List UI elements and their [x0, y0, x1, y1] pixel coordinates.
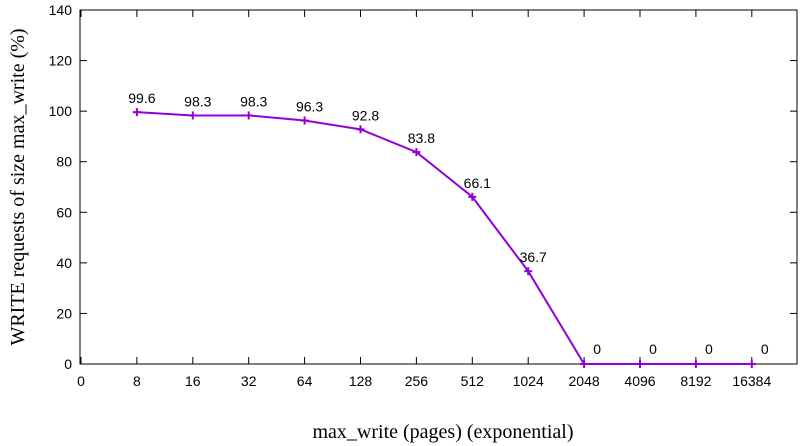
x-tick-label: 4096 [624, 373, 655, 389]
data-label: 66.1 [464, 175, 491, 191]
y-tick-label: 60 [56, 204, 72, 220]
x-axis-ticks: 0 8 16 32 64 128 256 512 1024 2048 4096 8192 16384 [77, 10, 771, 389]
y-tick-label: 0 [64, 356, 72, 372]
data-labels: 99.6 98.3 98.3 96.3 92.8 83.8 66.1 36.7 0 0 0 0 [128, 90, 769, 357]
plot-frame [79, 9, 798, 365]
x-tick-label: 16 [185, 373, 201, 389]
data-point [188, 111, 197, 120]
x-tick-label: 512 [461, 373, 485, 389]
x-tick-label: 2048 [569, 373, 600, 389]
data-point [244, 111, 253, 120]
x-tick-label: 32 [241, 373, 257, 389]
x-tick-label: 128 [349, 373, 373, 389]
data-point [747, 360, 756, 368]
data-label: 0 [649, 341, 657, 357]
y-tick-label: 140 [49, 2, 73, 18]
x-tick-label: 8192 [680, 373, 711, 389]
data-point [132, 108, 141, 117]
data-point [412, 148, 421, 157]
x-tick-label: 8 [133, 373, 141, 389]
data-point [356, 125, 365, 134]
data-label: 96.3 [296, 98, 323, 114]
data-label: 0 [705, 341, 713, 357]
data-label: 92.8 [352, 107, 379, 123]
data-label: 98.3 [184, 93, 211, 109]
data-label: 99.6 [128, 90, 155, 106]
y-tick-label: 120 [49, 53, 73, 69]
series-line [136, 111, 752, 365]
y-tick-label: 20 [56, 305, 72, 321]
y-tick-label: 80 [56, 154, 72, 170]
x-tick-label: 64 [297, 373, 313, 389]
x-tick-label: 1024 [513, 373, 544, 389]
data-label: 0 [761, 341, 769, 357]
data-point [691, 360, 700, 368]
x-tick-label: 0 [77, 373, 85, 389]
data-point [636, 360, 644, 368]
y-tick-label: 40 [56, 255, 72, 271]
data-point [468, 192, 477, 201]
data-point [524, 267, 533, 276]
y-axis-title: WRITE requests of size max_write (%) [7, 28, 29, 345]
x-tick-label: 16384 [732, 373, 771, 389]
chart-axes [79, 9, 798, 365]
data-label: 98.3 [240, 93, 267, 109]
y-axis-ticks: 0 20 40 60 80 100 120 140 [49, 2, 797, 372]
x-axis-title: max_write (pages) (exponential) [312, 421, 573, 443]
data-label: 36.7 [520, 249, 547, 265]
data-point [580, 360, 589, 368]
data-label: 83.8 [408, 130, 435, 146]
data-label: 0 [593, 341, 601, 357]
x-tick-label: 256 [405, 373, 429, 389]
y-tick-label: 100 [49, 103, 73, 119]
series-group [132, 108, 756, 368]
data-point [300, 116, 309, 125]
